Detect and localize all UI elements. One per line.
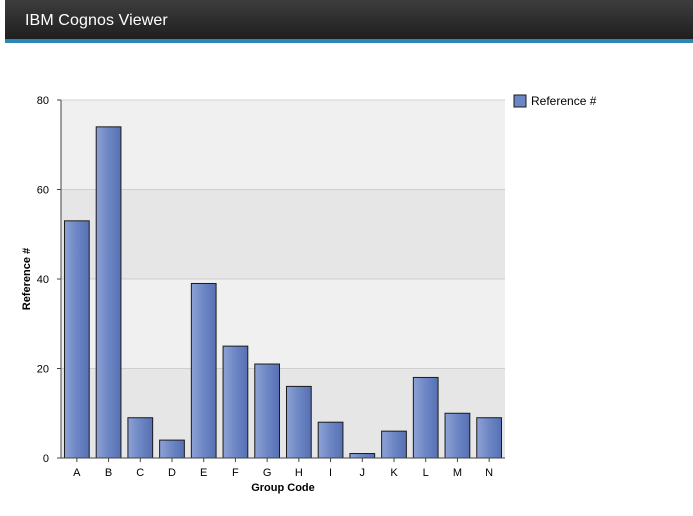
x-tick-label: I [329, 467, 332, 479]
bar-F [222, 345, 249, 459]
bar-M [444, 412, 471, 459]
x-tick-label: K [390, 467, 398, 479]
bar-I [317, 421, 344, 459]
y-axis-ticks: 0 20 40 60 80 [37, 95, 61, 465]
bar-J [349, 453, 376, 459]
bar-C [127, 417, 154, 459]
x-tick-label: E [200, 467, 207, 479]
bar-series [63, 126, 503, 459]
y-tick-label: 20 [37, 364, 49, 376]
x-tick-label: N [485, 467, 493, 479]
title-bar: IBM Cognos Viewer [5, 0, 693, 43]
x-tick-label: M [453, 467, 462, 479]
x-tick-label: L [423, 467, 429, 479]
y-axis-label: Reference # [21, 248, 33, 310]
x-tick-label: B [105, 467, 112, 479]
x-axis-ticks: A B C D E F G H I J K L M N [73, 458, 493, 479]
plot-band [61, 189, 505, 279]
legend: Reference # [513, 94, 597, 108]
y-tick-label: 80 [37, 95, 49, 107]
x-tick-label: H [295, 467, 303, 479]
gridlines [61, 99, 505, 369]
x-tick-label: G [263, 467, 272, 479]
app-title: IBM Cognos Viewer [25, 12, 168, 29]
bar-N [476, 417, 503, 459]
bar-G [254, 363, 281, 459]
bar-L [412, 376, 439, 459]
plot-band [61, 100, 505, 190]
legend-swatch [513, 94, 527, 108]
x-tick-label: F [232, 467, 239, 479]
legend-label: Reference # [531, 94, 597, 108]
bar-E [190, 282, 217, 459]
bar-A [63, 220, 90, 459]
bar-B [95, 126, 122, 459]
bar-H [285, 385, 312, 459]
y-tick-label: 40 [37, 274, 49, 286]
x-axis-label: Group Code [251, 482, 315, 494]
y-tick-label: 60 [37, 185, 49, 197]
x-tick-label: D [168, 467, 176, 479]
bar-K [381, 430, 407, 459]
chart-area: 0 20 40 60 80 A B C D E F G H I J K L M N Reference # Gro… [0, 47, 693, 511]
x-tick-label: J [360, 467, 366, 479]
y-tick-label: 0 [43, 453, 49, 465]
bar-chart: 0 20 40 60 80 A B C D E F G H I J K L M N Reference # Gro… [21, 94, 597, 494]
bar-D [159, 439, 185, 459]
x-tick-label: A [73, 467, 81, 479]
x-tick-label: C [136, 467, 144, 479]
plot-band [61, 279, 505, 369]
